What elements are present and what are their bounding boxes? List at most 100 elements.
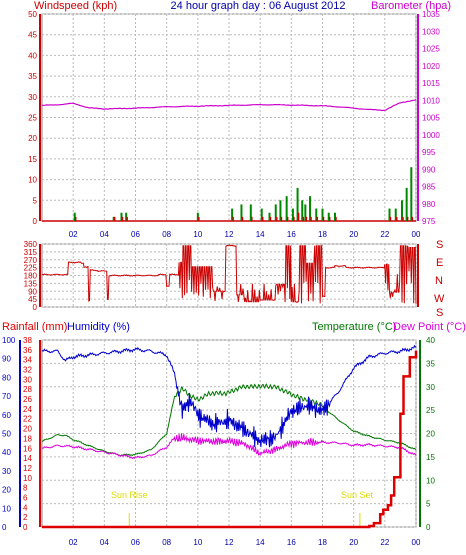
- rain-y-tick: 6: [23, 493, 28, 502]
- wind-y-tick: 20: [28, 134, 37, 143]
- baro-y-tick: 990: [422, 165, 436, 174]
- rain-y-tick: 4: [23, 503, 28, 512]
- temp-y-tick: 5: [426, 500, 431, 509]
- bottom-x-tick: 20: [349, 538, 358, 547]
- top-x-tick: 16: [287, 230, 296, 239]
- direction-y-tick: 0: [33, 303, 38, 312]
- top-x-tick: 12: [225, 230, 234, 239]
- top-x-tick: 04: [100, 230, 109, 239]
- top-x-tick: 20: [349, 230, 358, 239]
- rain-y-tick: 2: [23, 513, 28, 522]
- baro-y-tick: 1025: [422, 45, 440, 54]
- temp-y-tick: 30: [426, 383, 435, 392]
- baro-y-tick: 1020: [422, 62, 440, 71]
- rain-y-tick: 22: [23, 415, 32, 424]
- rain-y-tick: 34: [23, 356, 32, 365]
- rain-y-tick: 10: [23, 474, 32, 483]
- bottom-x-tick: 10: [193, 538, 202, 547]
- humidity-y-tick: 70: [2, 392, 11, 401]
- rain-y-tick: 30: [23, 375, 32, 384]
- humidity-y-tick: 80: [2, 373, 11, 382]
- compass-label-w: W: [434, 293, 445, 305]
- humidity-y-tick: 50: [2, 430, 11, 439]
- wind-y-tick: 40: [28, 51, 37, 60]
- top-x-tick: 02: [69, 230, 78, 239]
- temperature-axis-label: Temperature (°C): [312, 321, 396, 333]
- rain-y-tick: 32: [23, 366, 32, 375]
- dewpoint-axis-label: Dew Point (°C): [393, 321, 466, 333]
- temp-y-tick: 15: [426, 453, 435, 462]
- rain-y-tick: 16: [23, 444, 32, 453]
- direction-y-tick: 45: [28, 295, 37, 304]
- wind-direction-line: [41, 244, 417, 304]
- temp-y-tick: 25: [426, 406, 435, 415]
- chart-title: 24 hour graph day : 06 August 2012: [171, 0, 346, 12]
- baro-y-tick: 985: [422, 183, 436, 192]
- wind-baro-panel: 02 04 06 08 10 12 14 16 18 20 22 000510152025303540…: [28, 10, 440, 239]
- rain-axis-label: Rainfall (mm): [2, 321, 67, 333]
- baro-y-tick: 1035: [422, 10, 440, 19]
- top-x-tick: 18: [318, 230, 327, 239]
- baro-y-tick: 980: [422, 200, 436, 209]
- direction-y-tick: 180: [24, 272, 38, 281]
- baro-axis-label: Barometer (hpa): [371, 0, 451, 12]
- wind-y-tick: 15: [28, 155, 37, 164]
- bottom-x-tick: 16: [287, 538, 296, 547]
- bottom-x-tick: 22: [380, 538, 389, 547]
- baro-y-tick: 1000: [422, 131, 440, 140]
- humidity-axis-label: Humidity (%): [67, 321, 130, 333]
- humidity-y-tick: 90: [2, 355, 11, 364]
- rain-y-tick: 0: [23, 523, 28, 532]
- baro-y-tick: 995: [422, 148, 436, 157]
- wind-y-tick: 45: [28, 31, 37, 40]
- wind-y-tick: 30: [28, 93, 37, 102]
- top-x-tick: 10: [193, 230, 202, 239]
- wind-y-tick: 50: [28, 10, 37, 19]
- baro-y-tick: 1010: [422, 96, 440, 105]
- temp-y-tick: 40: [426, 336, 435, 345]
- baro-y-tick: 975: [422, 217, 436, 226]
- baro-y-tick: 1030: [422, 27, 440, 36]
- wind-y-tick: 10: [28, 176, 37, 185]
- humidity-y-tick: 20: [2, 486, 11, 495]
- top-x-tick: 00: [412, 230, 421, 239]
- temp-humidity-rain-panel: 02 04 06 08 10 12 14 16 18 20 22 000510152025303540…: [2, 336, 435, 547]
- rain-y-tick: 14: [23, 454, 32, 463]
- rain-y-tick: 18: [23, 434, 32, 443]
- direction-y-tick: 225: [24, 264, 38, 273]
- bottom-x-tick: 02: [69, 538, 78, 547]
- rain-y-tick: 26: [23, 395, 32, 404]
- wind-y-tick: 25: [28, 114, 37, 123]
- rain-y-tick: 28: [23, 385, 32, 394]
- humidity-line: [41, 344, 417, 448]
- sunset-label: Sun Set: [341, 490, 374, 500]
- bottom-x-tick: 14: [256, 538, 265, 547]
- direction-y-tick: 135: [24, 279, 38, 288]
- top-x-tick: 08: [162, 230, 171, 239]
- bottom-x-tick: 08: [162, 538, 171, 547]
- top-x-tick: 22: [380, 230, 389, 239]
- rain-y-tick: 20: [23, 425, 32, 434]
- temp-y-tick: 10: [426, 476, 435, 485]
- humidity-y-tick: 10: [2, 504, 11, 513]
- compass-label-bottom-s: S: [436, 307, 443, 319]
- rain-y-tick: 12: [23, 464, 32, 473]
- bottom-x-tick: 00: [412, 538, 421, 547]
- barometer-line: [42, 99, 417, 112]
- compass-labels: S E N W S: [434, 239, 445, 319]
- rain-y-tick: 36: [23, 346, 32, 355]
- sunrise-label: Sun Rise: [111, 490, 148, 500]
- compass-label-e: E: [436, 257, 443, 269]
- wind-axis-label: Windspeed (kph): [34, 0, 117, 12]
- direction-y-tick: 360: [24, 240, 38, 249]
- humidity-y-tick: 0: [2, 523, 7, 532]
- humidity-y-tick: 60: [2, 411, 11, 420]
- wind-y-tick: 35: [28, 72, 37, 81]
- humidity-y-tick: 40: [2, 448, 11, 457]
- baro-y-tick: 1015: [422, 79, 440, 88]
- rain-y-tick: 38: [23, 336, 32, 345]
- compass-label-n: N: [435, 275, 443, 287]
- wind-y-tick: 5: [33, 196, 38, 205]
